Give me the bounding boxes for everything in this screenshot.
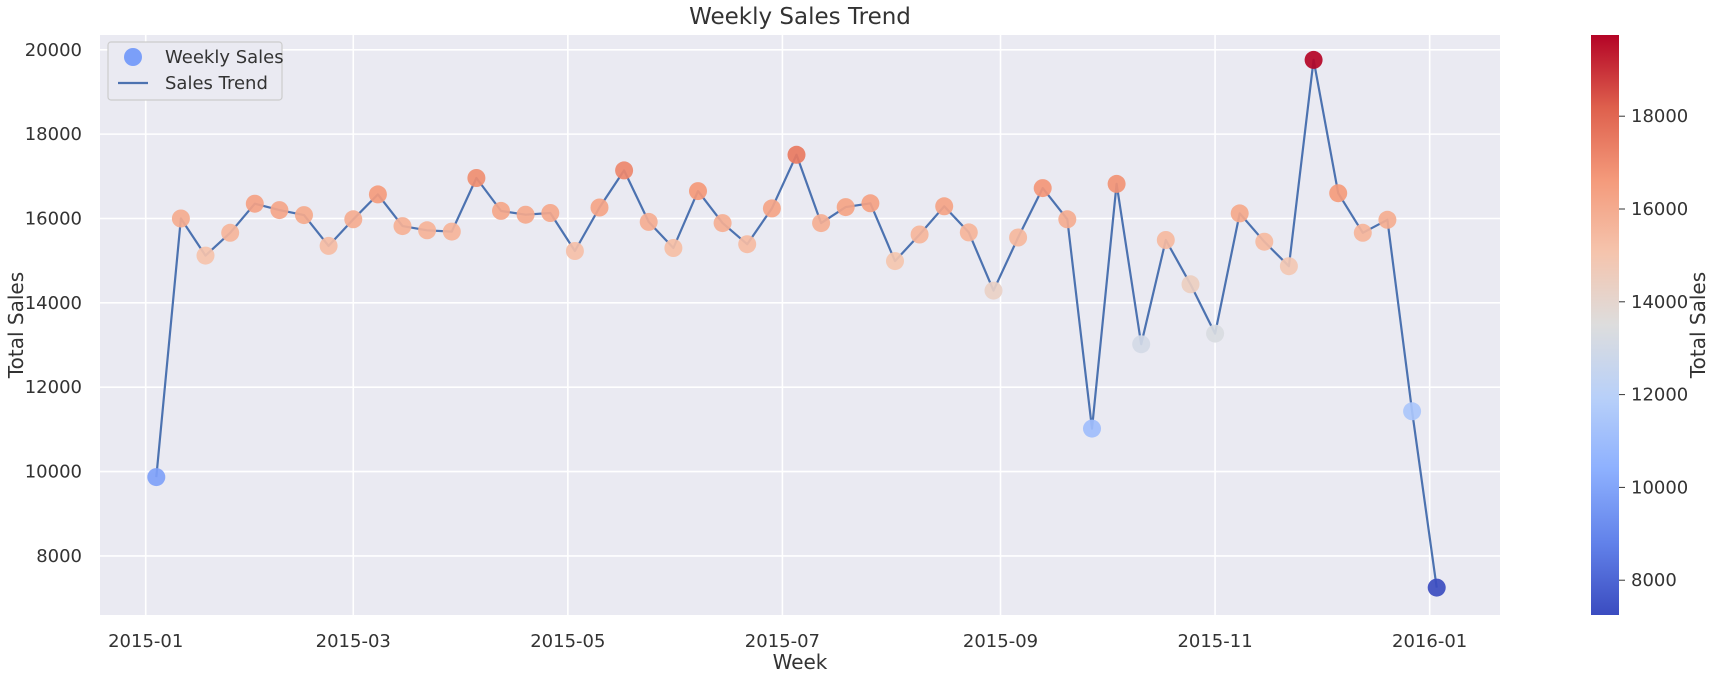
colorbar-tick-label: 10000 xyxy=(1631,477,1688,498)
data-point xyxy=(196,246,215,265)
data-point xyxy=(762,199,781,218)
colorbar-ticks: 8000 10000 12000 14000 16000 18000 xyxy=(1619,106,1688,591)
data-point xyxy=(713,214,732,233)
data-point xyxy=(270,201,289,220)
data-point xyxy=(1156,231,1175,249)
y-tick-label: 8000 xyxy=(36,546,82,567)
data-point xyxy=(1378,210,1397,229)
data-point xyxy=(1304,50,1323,69)
x-tick-label: 2015-09 xyxy=(963,631,1038,652)
y-axis-label: Total Sales xyxy=(4,272,28,379)
data-point xyxy=(935,197,954,216)
x-tick-label: 2016-01 xyxy=(1392,631,1467,652)
data-point xyxy=(467,169,486,187)
data-point xyxy=(787,145,806,164)
data-point xyxy=(1329,184,1348,203)
data-point xyxy=(1279,257,1298,276)
colorbar-tick-label: 14000 xyxy=(1631,292,1688,313)
data-point xyxy=(886,252,904,271)
data-point xyxy=(442,222,461,241)
data-point xyxy=(418,221,437,240)
y-tick-label: 18000 xyxy=(25,124,82,145)
data-point xyxy=(147,468,166,487)
colorbar-tick-label: 18000 xyxy=(1631,106,1688,127)
data-point xyxy=(639,212,658,231)
data-point xyxy=(590,198,609,217)
data-point xyxy=(1255,232,1274,251)
data-point xyxy=(689,182,707,201)
data-point xyxy=(664,239,683,257)
data-point xyxy=(812,214,831,233)
data-point xyxy=(565,242,584,260)
data-point xyxy=(1230,204,1249,223)
data-point xyxy=(245,194,264,213)
y-tick-label: 12000 xyxy=(25,377,82,398)
data-point xyxy=(393,217,412,236)
data-point xyxy=(492,201,510,220)
data-point xyxy=(1058,210,1077,229)
data-point xyxy=(1181,275,1200,294)
legend-label-sales-trend: Sales Trend xyxy=(165,73,268,94)
data-point xyxy=(1353,223,1372,242)
x-tick-label: 2015-07 xyxy=(745,631,820,652)
colorbar-tick-label: 8000 xyxy=(1631,570,1677,591)
y-tick-labels: 8000 10000 12000 14000 16000 18000 20000 xyxy=(25,40,82,567)
data-point xyxy=(738,235,757,254)
data-point xyxy=(368,185,387,204)
data-point xyxy=(984,281,1003,300)
x-tick-label: 2015-03 xyxy=(316,631,391,652)
colorbar xyxy=(1591,35,1619,615)
data-point xyxy=(1403,402,1422,421)
colorbar-label: Total Sales xyxy=(1686,272,1710,379)
data-point xyxy=(171,209,190,228)
legend-marker-weekly-sales xyxy=(124,48,142,66)
data-point xyxy=(221,223,240,242)
x-axis-label: Week xyxy=(773,650,828,674)
data-point xyxy=(1083,419,1101,438)
data-point xyxy=(615,161,634,180)
data-point xyxy=(1107,174,1126,193)
x-tick-label: 2015-11 xyxy=(1177,631,1252,652)
data-point xyxy=(959,223,978,242)
colorbar-tick-label: 16000 xyxy=(1631,199,1688,220)
colorbar-tick-label: 12000 xyxy=(1631,385,1688,406)
y-tick-label: 14000 xyxy=(25,293,82,314)
chart-title: Weekly Sales Trend xyxy=(689,4,911,30)
y-tick-label: 10000 xyxy=(25,462,82,483)
data-point xyxy=(541,204,560,222)
data-point xyxy=(295,206,313,225)
x-tick-labels: 2015-01 2015-03 2015-05 2015-07 2015-09 2015-… xyxy=(108,631,1467,652)
data-point xyxy=(1132,335,1151,354)
data-point xyxy=(1206,324,1225,343)
data-point xyxy=(861,194,880,213)
grid-lines xyxy=(100,35,1500,615)
y-tick-label: 20000 xyxy=(25,40,82,61)
data-point xyxy=(910,225,929,244)
data-point xyxy=(836,198,855,217)
weekly-sales-points xyxy=(147,50,1446,597)
x-tick-label: 2015-05 xyxy=(530,631,605,652)
legend: Weekly Sales Sales Trend xyxy=(107,41,284,101)
data-point xyxy=(344,210,363,229)
y-tick-label: 16000 xyxy=(25,208,82,229)
legend-box xyxy=(107,41,283,101)
x-tick-label: 2015-01 xyxy=(108,631,183,652)
data-point xyxy=(1033,179,1052,198)
legend-label-weekly-sales: Weekly Sales xyxy=(165,47,284,68)
plot-area xyxy=(100,35,1500,615)
data-point xyxy=(516,205,535,224)
data-point xyxy=(1009,228,1028,247)
data-point xyxy=(319,236,338,255)
data-point xyxy=(1427,578,1446,597)
